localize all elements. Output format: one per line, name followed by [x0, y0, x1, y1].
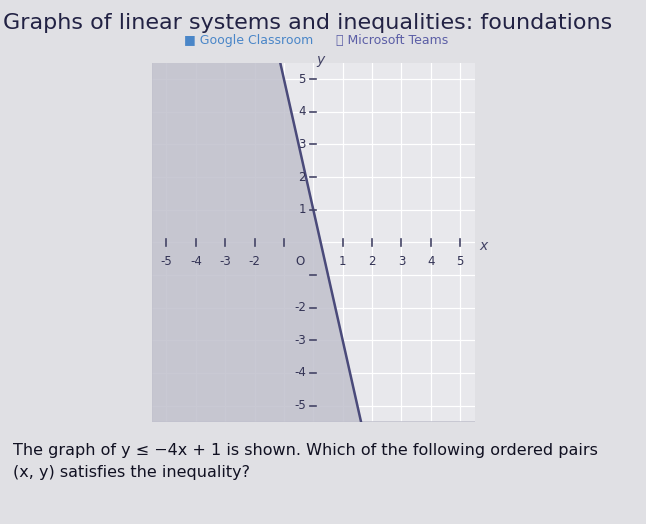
Text: Graphs of linear systems and inequalities: foundations: Graphs of linear systems and inequalitie… — [3, 13, 612, 33]
Text: 4: 4 — [427, 255, 435, 268]
Text: x: x — [479, 238, 488, 253]
Text: -5: -5 — [161, 255, 172, 268]
Text: -2: -2 — [249, 255, 260, 268]
Text: ■ Google Classroom: ■ Google Classroom — [184, 34, 313, 47]
Text: 4: 4 — [298, 105, 306, 118]
Text: -3: -3 — [294, 334, 306, 347]
Text: -4: -4 — [190, 255, 202, 268]
Text: The graph of y ≤ −4x + 1 is shown. Which of the following ordered pairs
(x, y) s: The graph of y ≤ −4x + 1 is shown. Which… — [13, 443, 598, 480]
Text: ⧈ Microsoft Teams: ⧈ Microsoft Teams — [336, 34, 448, 47]
Text: 1: 1 — [339, 255, 346, 268]
Text: 1: 1 — [298, 203, 306, 216]
Text: -3: -3 — [220, 255, 231, 268]
Text: 2: 2 — [368, 255, 376, 268]
Text: -4: -4 — [294, 366, 306, 379]
Text: y: y — [317, 52, 325, 67]
Text: -5: -5 — [294, 399, 306, 412]
Text: 2: 2 — [298, 171, 306, 183]
Text: -2: -2 — [294, 301, 306, 314]
Text: 3: 3 — [398, 255, 405, 268]
Text: 5: 5 — [298, 73, 306, 86]
Text: 3: 3 — [298, 138, 306, 151]
Text: O: O — [296, 255, 305, 268]
Text: 5: 5 — [457, 255, 464, 268]
